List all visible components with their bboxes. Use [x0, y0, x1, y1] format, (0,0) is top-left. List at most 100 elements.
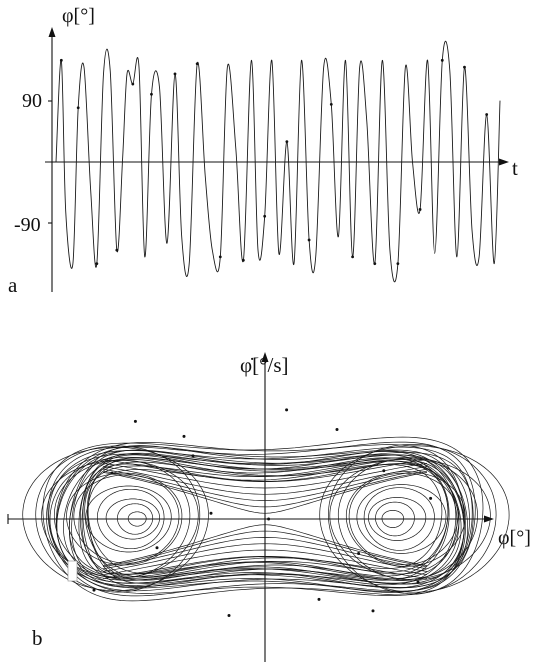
- panel-b-saddle-branch: [102, 555, 428, 579]
- panel-a-data-point: [95, 262, 99, 266]
- panel-a-data-point: [440, 58, 444, 62]
- panel-b-focus-orbit: [127, 511, 147, 527]
- panel-a-x-arrow: [499, 158, 509, 166]
- panel-a: φ[°] t 90 -90 a: [8, 5, 518, 297]
- panel-b-outer-orbit: [56, 445, 466, 593]
- panel-b-saddle-branch: [102, 543, 428, 572]
- panel-a-ytick-label: 90: [22, 90, 42, 112]
- panel-b-outer-orbit: [80, 463, 460, 575]
- panel-b-focus-orbit: [319, 445, 510, 593]
- panel-b-xlabel: φ[°]: [498, 527, 531, 549]
- panel-b-data-point: [285, 408, 289, 412]
- panel-b-data-point: [110, 471, 114, 475]
- panel-a-data-point: [263, 214, 267, 218]
- panel-b-focus-orbit: [73, 474, 180, 564]
- panel-b-points: [92, 408, 433, 617]
- panel-a-ylabel: φ[°]: [62, 5, 95, 27]
- panel-b-focus-orbit: [363, 487, 435, 551]
- panel-b-focus-orbit: [117, 503, 154, 535]
- panel-a-data-point: [351, 255, 354, 259]
- panel-b-focus-orbit: [328, 443, 497, 595]
- panel-b-focus-orbit: [345, 471, 466, 567]
- panel-b-outer-orbit: [48, 446, 473, 592]
- panel-b-white-marker: [67, 560, 78, 582]
- panel-b-saddle-branch: [102, 530, 428, 568]
- panel-b-data-point: [371, 609, 375, 613]
- panel-a-xlabel: t: [512, 156, 518, 180]
- panel-b-saddle-branch: [102, 462, 428, 489]
- panel-b-saddle-branch: [102, 470, 428, 508]
- panel-b-focus-orbit: [41, 459, 199, 579]
- panel-b-data-point: [191, 454, 195, 458]
- panel-b-outer-orbit: [49, 456, 470, 582]
- panel-a-data-point: [173, 72, 177, 76]
- panel-b-outer-orbit: [42, 436, 484, 602]
- panel-b-trajectories: [22, 436, 510, 602]
- panel-b-saddle-branch: [102, 537, 428, 570]
- panel-b-label: b: [32, 626, 43, 650]
- panel-a-data-point: [76, 106, 80, 110]
- panel-b-outer-orbit: [47, 441, 476, 597]
- panel-a-data-point: [373, 262, 377, 266]
- panel-a-data-point: [329, 102, 333, 106]
- panel-b-focus-orbit: [348, 472, 459, 566]
- panel-b-data-point: [155, 546, 159, 550]
- panel-a-y-arrow: [48, 27, 56, 37]
- panel-a-label: a: [8, 273, 18, 297]
- panel-a-data-point: [59, 58, 63, 62]
- panel-b-saddle-branch: [102, 472, 428, 514]
- panel-b-data-point: [429, 496, 433, 500]
- panel-b-data-point: [227, 613, 231, 617]
- panel-b-saddle-branch: [102, 468, 428, 501]
- panel-b-outer-orbit: [81, 459, 458, 579]
- panel-b-data-point: [267, 517, 271, 521]
- panel-b-saddle-branch: [102, 459, 428, 483]
- panel-a-data-point: [150, 92, 153, 96]
- panel-b-data-point: [416, 580, 420, 584]
- panel-a-data-point: [218, 255, 222, 259]
- panel-b-y-arrow: [261, 352, 269, 362]
- panel-b-focus-orbit: [329, 458, 491, 580]
- panel-b: φ̇[°/s] φ[°] b: [7, 352, 531, 662]
- panel-b-focus-orbit: [368, 497, 427, 541]
- panel-b-outer-orbit: [46, 452, 474, 586]
- panel-b-ylabel: φ̇[°/s]: [240, 353, 289, 377]
- panel-b-x-arrow: [484, 515, 494, 523]
- panel-b-outer-orbit: [55, 442, 465, 596]
- panel-b-focus-orbit: [97, 488, 165, 550]
- panel-b-focus-orbit: [356, 484, 447, 554]
- panel-a-data-point: [285, 140, 289, 144]
- panel-a-data-point: [241, 258, 245, 262]
- panel-b-data-point: [182, 434, 186, 438]
- panel-a-data-point: [418, 208, 422, 211]
- panel-a-data-point: [307, 238, 311, 242]
- panel-a-data-point: [463, 65, 466, 69]
- panel-b-focus-orbit: [105, 498, 160, 540]
- panel-b-data-point: [317, 597, 321, 601]
- panel-a-series-line: [55, 40, 501, 283]
- panel-a-data-point: [485, 113, 489, 116]
- panel-b-outer-orbit: [68, 457, 462, 581]
- panel-b-data-point: [335, 427, 339, 431]
- panel-b-data-point: [133, 419, 137, 423]
- panel-b-saddle-branch: [102, 549, 428, 576]
- panel-b-focus-orbit: [381, 510, 404, 528]
- panel-a-data-point: [131, 82, 135, 86]
- panel-b-outer-orbit: [84, 460, 449, 578]
- panel-a-data-point: [115, 248, 119, 252]
- panel-b-saddle-branch: [102, 524, 428, 566]
- panel-b-data-point: [357, 551, 361, 555]
- panel-b-data-point: [92, 588, 96, 592]
- panel-b-saddle-branch: [102, 466, 428, 495]
- panel-a-data-point: [195, 62, 199, 66]
- panel-a-data-point: [396, 262, 400, 266]
- panel-b-focus-orbit: [85, 485, 172, 553]
- panel-b-data-point: [209, 511, 213, 515]
- panel-b-data-point: [382, 469, 386, 473]
- panel-b-focus-orbit: [22, 446, 209, 592]
- panel-b-outer-orbit: [87, 454, 450, 584]
- panel-b-focus-orbit: [337, 458, 478, 580]
- panel-a-ytick-label: -90: [14, 214, 41, 236]
- panel-b-focus-orbit: [375, 501, 415, 537]
